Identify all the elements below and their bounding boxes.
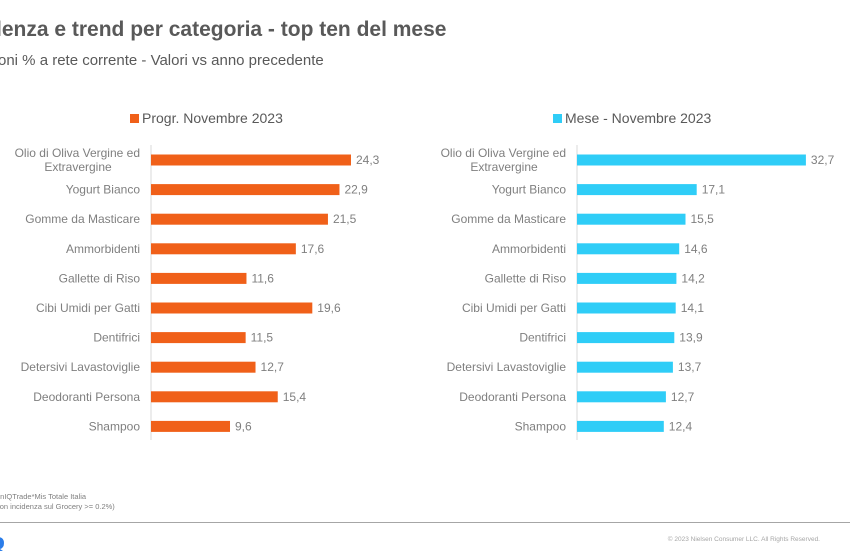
category-label: Gomme da Masticare (25, 212, 140, 226)
bar (577, 332, 675, 344)
category-label: Yogurt Bianco (66, 183, 141, 197)
chart-1: Progr. Novembre 2023 24,3 Olio di Oliva Ve… (15, 110, 380, 440)
bar (151, 332, 246, 344)
category-label-line: Extravergine (44, 160, 112, 174)
source-note: enIQTrade*Mis Totale Italia con incidenz… (0, 492, 115, 512)
bar (577, 361, 673, 373)
category-label: Cibi Umidi per Gatti (462, 301, 566, 315)
category-label: Yogurt Bianco (492, 183, 567, 197)
bar (577, 184, 697, 196)
data-label: 12,4 (669, 419, 693, 433)
data-label: 14,1 (681, 301, 705, 315)
data-label: 21,5 (333, 212, 357, 226)
bar (151, 184, 340, 196)
data-label: 14,6 (684, 242, 708, 256)
category-label: Gallette di Riso (59, 271, 141, 285)
category-label: Dentifrici (519, 331, 566, 345)
data-label: 11,5 (251, 331, 274, 345)
bar (151, 391, 278, 403)
category-label: Ammorbidenti (66, 242, 140, 256)
slide-subtitle: oni % a rete corrente - Valori vs anno p… (0, 52, 324, 69)
category-label: Dentifrici (93, 331, 140, 345)
category-label: Olio di Oliva Vergine ed Extravergine (15, 146, 140, 174)
category-label: Shampoo (89, 419, 141, 433)
data-label: 32,7 (811, 153, 835, 167)
data-label: 14,2 (681, 271, 705, 285)
data-label: 11,6 (251, 271, 274, 285)
bar (151, 420, 231, 432)
bar (151, 302, 313, 314)
data-label: 13,7 (678, 360, 702, 374)
category-label: Deodoranti Persona (33, 390, 140, 404)
bar (151, 272, 247, 284)
data-label: 9,6 (235, 419, 252, 433)
bar (151, 361, 256, 373)
data-label: 17,1 (702, 183, 726, 197)
legend-label: Progr. Novembre 2023 (142, 110, 283, 126)
legend-label: Mese - Novembre 2023 (565, 110, 712, 126)
bar (151, 213, 328, 225)
bar (577, 272, 677, 284)
legend-swatch (130, 114, 139, 123)
data-label: 24,3 (356, 153, 380, 167)
category-label: Shampoo (515, 419, 567, 433)
category-label: Gallette di Riso (485, 271, 567, 285)
category-label: Cibi Umidi per Gatti (36, 301, 140, 315)
category-label-line: Olio di Oliva Vergine ed (441, 146, 566, 160)
data-label: 12,7 (261, 360, 285, 374)
category-label: Detersivi Lavastoviglie (21, 360, 141, 374)
nielsen-logo-icon (0, 537, 4, 551)
source-line-1: enIQTrade*Mis Totale Italia (0, 492, 87, 501)
bar (151, 243, 296, 255)
chart-2: Mese - Novembre 2023 32,7 Olio di Oliva Ve… (441, 110, 835, 440)
category-label: Gomme da Masticare (451, 212, 566, 226)
data-label: 15,5 (691, 212, 715, 226)
category-label: Detersivi Lavastoviglie (447, 360, 567, 374)
category-label: Ammorbidenti (492, 242, 566, 256)
slide-title: lenza e trend per categoria - top ten de… (0, 18, 447, 41)
category-label-line: Extravergine (470, 160, 538, 174)
bar (577, 213, 686, 225)
data-label: 22,9 (344, 183, 368, 197)
data-label: 15,4 (283, 390, 307, 404)
data-label: 13,9 (679, 331, 703, 345)
category-label: Deodoranti Persona (459, 390, 566, 404)
bar (577, 302, 676, 314)
bar (577, 391, 666, 403)
copyright-text: © 2023 Nielsen Consumer LLC. All Rights … (667, 536, 820, 543)
data-label: 17,6 (301, 242, 325, 256)
data-label: 12,7 (671, 390, 695, 404)
bar (577, 420, 664, 432)
source-line-2: con incidenza sul Grocery >= 0.2%) (0, 502, 115, 511)
bar-charts: Progr. Novembre 2023 24,3 Olio di Oliva Ve… (15, 110, 835, 440)
bar (577, 154, 806, 166)
legend-swatch (553, 114, 562, 123)
bar (151, 154, 351, 166)
category-label-line: Olio di Oliva Vergine ed (15, 146, 140, 160)
category-label: Olio di Oliva Vergine ed Extravergine (441, 146, 566, 174)
footer-divider (0, 522, 850, 523)
data-label: 19,6 (317, 301, 341, 315)
bar (577, 243, 680, 255)
